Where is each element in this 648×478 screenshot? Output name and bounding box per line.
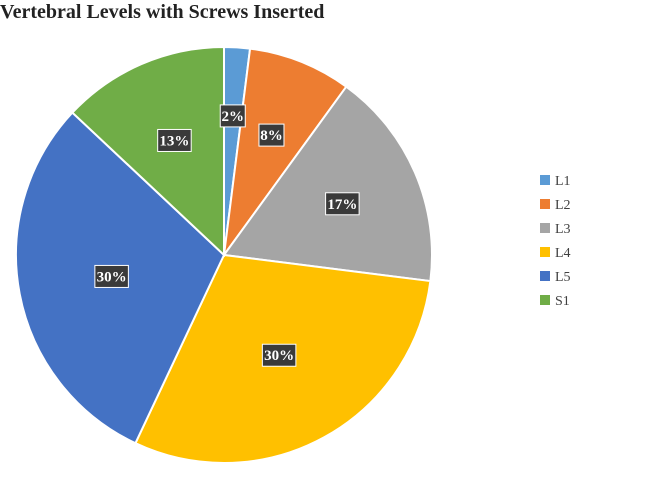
data-label-s1: 13% bbox=[159, 133, 189, 149]
pie-slice-l2 bbox=[223, 47, 348, 256]
data-label-l5: 30% bbox=[97, 269, 127, 285]
data-label-l2: 8% bbox=[260, 128, 283, 144]
data-label-box-l5 bbox=[94, 264, 129, 288]
data-label-box-s1 bbox=[157, 128, 192, 152]
data-label-box-l2 bbox=[258, 123, 285, 147]
pie-slice-l3 bbox=[222, 85, 433, 283]
data-label-l3: 17% bbox=[327, 197, 357, 213]
legend-swatch-l1 bbox=[540, 175, 550, 185]
data-label-l1: 2% bbox=[222, 109, 245, 125]
legend-swatch-s1 bbox=[540, 295, 550, 305]
data-label-box-l4 bbox=[261, 343, 297, 367]
data-label-box-l3 bbox=[325, 192, 360, 216]
legend-label-s1: S1 bbox=[555, 294, 570, 309]
data-labels: 2% 8% 17% 30% 30% 13% bbox=[94, 104, 360, 367]
legend-label-l1: L1 bbox=[555, 174, 571, 189]
legend-swatch-l2 bbox=[540, 199, 550, 209]
chart-title: Vertebral Levels with Screws Inserted bbox=[0, 1, 325, 23]
pie-slice-s1 bbox=[70, 45, 225, 258]
data-label-l4: 30% bbox=[264, 348, 294, 364]
legend-swatch-l5 bbox=[540, 271, 550, 281]
legend-label-l2: L2 bbox=[555, 198, 571, 213]
legend-swatch-l3 bbox=[540, 223, 550, 233]
legend-label-l4: L4 bbox=[555, 246, 571, 261]
legend-label-l3: L3 bbox=[555, 222, 571, 237]
data-label-box-l1 bbox=[219, 104, 246, 128]
legend-swatch-l4 bbox=[540, 247, 550, 257]
legend-label-l5: L5 bbox=[555, 270, 571, 285]
legend: L1 L2 L3 L4 L5 S1 bbox=[540, 174, 571, 309]
